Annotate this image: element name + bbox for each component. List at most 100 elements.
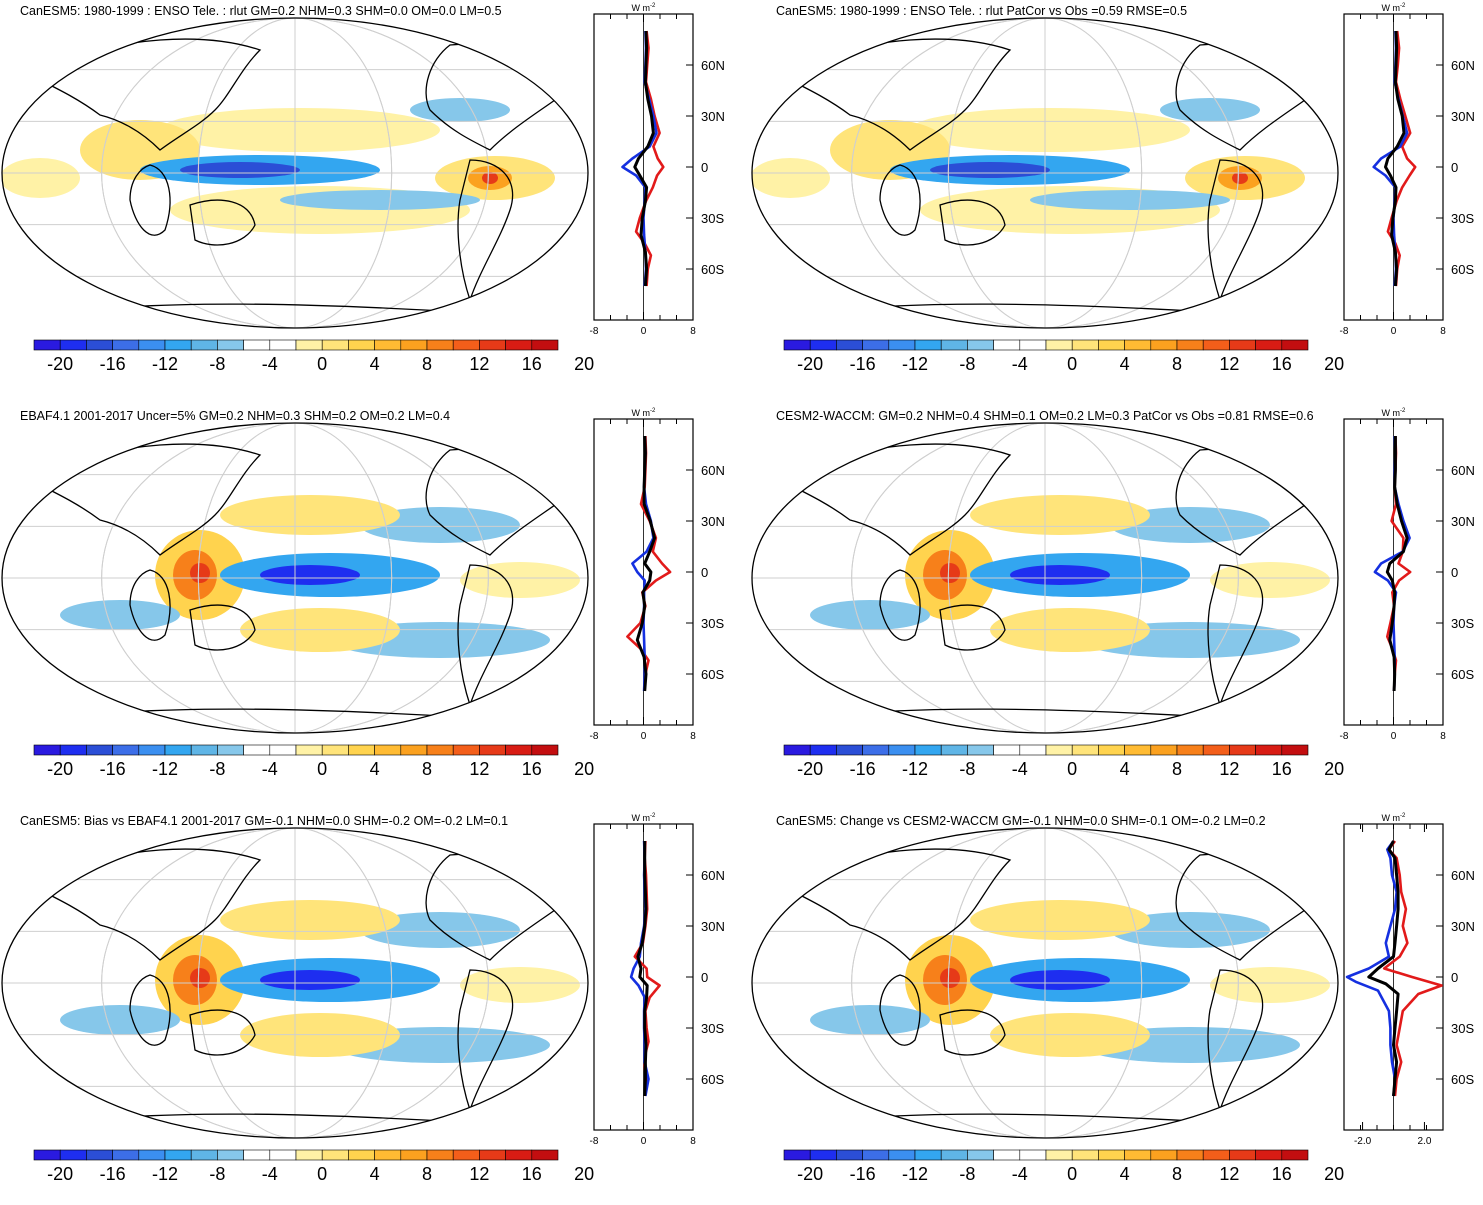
colorbar-swatch xyxy=(993,1149,1021,1161)
panel-title: CanESM5: 1980-1999 : ENSO Tele. : rlut P… xyxy=(776,4,1188,18)
colorbar-swatch xyxy=(914,1149,942,1161)
latitude-label: 0 xyxy=(701,160,708,175)
coastline xyxy=(939,199,1006,246)
panel-title: CanESM5: 1980-1999 : ENSO Tele. : rlut G… xyxy=(20,4,502,18)
profile-xtick-label: -8 xyxy=(590,731,599,742)
colorbar-swatch xyxy=(1229,1149,1256,1161)
colorbar-swatch xyxy=(888,744,916,756)
colorbar-label: 0 xyxy=(1067,1164,1078,1184)
units-label: W m-2 xyxy=(1382,408,1406,418)
units-label: W m-2 xyxy=(632,813,656,823)
anomaly-blob xyxy=(180,162,300,178)
colorbar-label: 4 xyxy=(1119,759,1130,779)
profile-xtick-label: 8 xyxy=(690,731,696,742)
colorbar-label: -16 xyxy=(99,759,126,779)
profile-xtick-label: -8 xyxy=(590,1136,599,1147)
colorbar-swatch xyxy=(348,339,375,351)
colorbar-swatch xyxy=(1202,339,1230,351)
colorbar-swatch xyxy=(269,744,297,756)
anomaly-blob xyxy=(2,158,80,198)
coastline xyxy=(788,848,1012,961)
profile-black-line xyxy=(635,435,657,692)
colorbar-swatch xyxy=(138,744,166,756)
profile-xtick-label: 8 xyxy=(690,1136,696,1147)
colorbar-label: -8 xyxy=(209,354,226,374)
anomaly-blob xyxy=(60,600,180,630)
latitude-label: 60N xyxy=(1451,868,1475,883)
colorbar-swatch xyxy=(1124,744,1152,756)
colorbar-swatch xyxy=(190,1149,218,1161)
colorbar-swatch xyxy=(374,339,402,351)
coastline xyxy=(189,1009,256,1056)
coastline xyxy=(788,443,1012,556)
anomaly-blob xyxy=(752,158,830,198)
colorbar-swatch xyxy=(348,1149,375,1161)
latitude-label: 0 xyxy=(1451,565,1458,580)
colorbar-swatch xyxy=(1124,339,1152,351)
graticule-meridian xyxy=(851,828,1239,1138)
profile-black-line xyxy=(1367,840,1400,1097)
colorbar-swatch xyxy=(809,339,837,351)
colorbar-swatch xyxy=(914,744,942,756)
coastline xyxy=(38,443,262,556)
colorbar-swatch xyxy=(479,339,506,351)
colorbar-swatch xyxy=(1071,1149,1099,1161)
colorbar-label: -8 xyxy=(209,759,226,779)
colorbar-swatch xyxy=(1098,744,1125,756)
colorbar-swatch xyxy=(505,744,533,756)
anomaly-blob xyxy=(190,563,210,583)
colorbar-label: -8 xyxy=(959,1164,976,1184)
profile-xtick-label: 0 xyxy=(641,1136,647,1147)
units-label: W m-2 xyxy=(632,408,656,418)
latitude-label: 30S xyxy=(1451,616,1474,631)
colorbar-label: 4 xyxy=(369,759,380,779)
graticule-meridian xyxy=(101,423,489,733)
colorbar-swatch xyxy=(400,744,428,756)
colorbar-label: -16 xyxy=(849,354,876,374)
map-border xyxy=(1,17,589,329)
colorbar-label: 20 xyxy=(1324,354,1345,374)
colorbar-swatch xyxy=(112,339,140,351)
coastline xyxy=(457,564,514,708)
coastline xyxy=(457,159,514,303)
colorbar-swatch xyxy=(1202,1149,1230,1161)
map-border xyxy=(1,827,589,1139)
colorbar-swatch xyxy=(164,339,192,351)
anomaly-blob xyxy=(1160,98,1260,122)
panel-title: CanESM5: Bias vs EBAF4.1 2001-2017 GM=-0… xyxy=(20,814,509,828)
colorbar-swatch xyxy=(321,744,349,756)
colorbar-swatch xyxy=(505,339,533,351)
colorbar-swatch xyxy=(33,1149,61,1161)
colorbar-swatch xyxy=(426,339,454,351)
colorbar-swatch xyxy=(217,744,244,756)
colorbar-swatch xyxy=(531,744,559,756)
map-border xyxy=(1,422,589,734)
colorbar-swatch xyxy=(86,1149,113,1161)
colorbar-swatch xyxy=(374,1149,402,1161)
colorbar-swatch xyxy=(967,339,994,351)
colorbar-label: 16 xyxy=(1271,1164,1292,1184)
colorbar-label: 8 xyxy=(421,1164,433,1184)
colorbar-swatch xyxy=(809,1149,837,1161)
latitude-label: 60N xyxy=(701,463,725,478)
map-panel: W m-2 -2.0 2.0 60N 30N 0 30S 60S CanESM5: Change… xyxy=(750,810,1483,1205)
colorbar-swatch xyxy=(348,744,375,756)
profile-black-line xyxy=(633,30,655,287)
panel-title: EBAF4.1 2001-2017 Uncer=5% GM=0.2 NHM=0.… xyxy=(20,409,451,423)
colorbar-swatch xyxy=(1229,744,1256,756)
colorbar-label: 16 xyxy=(521,1164,542,1184)
map-svg: W m-2 -8 0 8 60N 30N 0 30S 60S xyxy=(751,3,1475,351)
colorbar-label: -12 xyxy=(151,1164,179,1184)
anomaly-blob xyxy=(1010,970,1110,990)
colorbar-label: -20 xyxy=(797,759,824,779)
colorbar-label: 8 xyxy=(421,759,433,779)
latitude-label: 0 xyxy=(1451,970,1458,985)
colorbar-label: -4 xyxy=(1011,354,1028,374)
colorbar-swatch xyxy=(1281,339,1309,351)
latitude-label: 60S xyxy=(701,667,724,682)
graticule-meridian xyxy=(197,18,393,328)
colorbar-swatch xyxy=(1176,1149,1204,1161)
colorbar-label: -12 xyxy=(901,1164,929,1184)
colorbar-label: 16 xyxy=(1271,759,1292,779)
graticule-meridian xyxy=(101,828,489,1138)
